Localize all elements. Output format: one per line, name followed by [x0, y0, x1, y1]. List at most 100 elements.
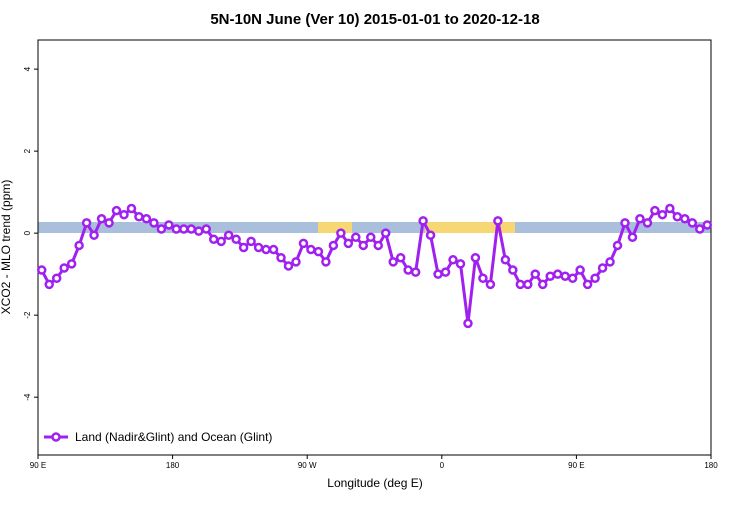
point: [313, 246, 324, 257]
point: [276, 253, 286, 263]
point: [268, 244, 279, 255]
point: [126, 203, 137, 214]
point: [141, 214, 152, 224]
point: [283, 261, 294, 271]
point: [373, 240, 383, 251]
point: [156, 224, 167, 234]
point: [164, 220, 174, 230]
point: [485, 279, 496, 290]
point: [380, 228, 391, 238]
point: [246, 236, 256, 247]
land-band: [318, 222, 352, 233]
point: [231, 234, 241, 245]
y-tick-label: 4: [23, 66, 32, 71]
point: [508, 265, 518, 275]
point: [403, 265, 413, 275]
y-tick-label: -2: [23, 311, 32, 319]
x-tick-label: 0: [440, 461, 445, 470]
point: [470, 253, 481, 263]
point: [680, 214, 690, 224]
point: [605, 257, 615, 267]
point: [612, 240, 623, 251]
point: [149, 218, 159, 228]
point: [351, 232, 361, 242]
point: [395, 253, 406, 263]
point: [545, 271, 555, 281]
point: [695, 224, 705, 234]
point: [104, 218, 114, 228]
point: [665, 203, 675, 214]
point: [440, 267, 451, 277]
point: [171, 224, 182, 234]
point: [66, 259, 77, 269]
x-tick-label: 90 E: [30, 461, 46, 470]
x-tick-label: 180: [166, 461, 180, 470]
point: [425, 230, 436, 240]
point: [328, 240, 339, 251]
point: [89, 230, 99, 240]
point: [111, 205, 122, 216]
point: [530, 269, 541, 279]
point: [321, 257, 331, 267]
point: [582, 279, 593, 290]
point: [478, 273, 488, 284]
point: [194, 226, 204, 236]
point: [186, 224, 197, 234]
point: [343, 238, 354, 249]
legend-label: Land (Nadir&Glint) and Ocean (Glint): [75, 430, 272, 444]
point: [291, 257, 301, 267]
point: [642, 218, 653, 228]
point: [366, 232, 376, 242]
point: [455, 259, 466, 269]
point: [538, 279, 548, 290]
point: [672, 211, 683, 222]
point: [261, 244, 271, 255]
point: [134, 211, 144, 222]
land-band: [425, 222, 515, 233]
point: [575, 265, 585, 275]
point: [463, 318, 473, 329]
x-axis-label: Longitude (deg E): [327, 476, 422, 490]
plot-frame: [37, 39, 712, 456]
point: [627, 232, 638, 242]
point: [620, 218, 630, 228]
point: [650, 205, 660, 216]
surface-band: [38, 222, 711, 233]
point: [238, 242, 249, 253]
point: [179, 224, 189, 234]
point: [687, 218, 698, 228]
point: [410, 267, 421, 277]
point: [298, 238, 309, 249]
point: [567, 273, 578, 284]
point: [523, 279, 533, 290]
point: [36, 265, 47, 275]
point: [635, 214, 645, 224]
point: [336, 228, 346, 238]
point: [74, 240, 84, 251]
point: [81, 218, 92, 228]
point: [223, 230, 234, 240]
y-tick-label: 0: [23, 230, 32, 235]
point: [590, 273, 600, 284]
point: [96, 214, 107, 224]
point: [119, 209, 129, 220]
point: [51, 273, 62, 284]
point: [500, 255, 511, 265]
point: [208, 234, 219, 245]
point: [388, 257, 398, 267]
y-tick-label: -4: [23, 393, 32, 401]
point: [702, 220, 713, 230]
point: [657, 209, 668, 220]
point: [560, 271, 570, 281]
legend-marker: [51, 432, 61, 442]
point: [418, 216, 428, 226]
point: [44, 279, 54, 290]
point: [59, 263, 69, 273]
point: [253, 242, 264, 253]
point: [493, 216, 503, 226]
point: [358, 240, 369, 251]
point: [306, 244, 316, 255]
point: [597, 263, 608, 273]
x-tick-label: 90 E: [568, 461, 584, 470]
